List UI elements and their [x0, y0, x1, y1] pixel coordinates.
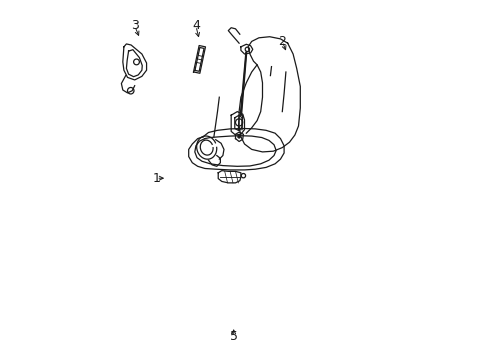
Text: 1: 1	[152, 172, 160, 185]
Circle shape	[237, 135, 240, 138]
Text: 3: 3	[130, 19, 139, 32]
Text: 2: 2	[278, 35, 285, 48]
Text: 4: 4	[192, 19, 200, 32]
Text: 5: 5	[229, 330, 237, 343]
